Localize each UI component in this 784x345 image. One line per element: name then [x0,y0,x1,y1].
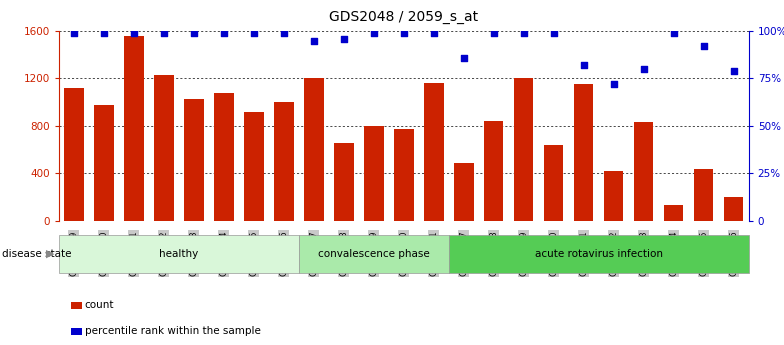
Bar [94,105,114,221]
Bar [514,79,533,221]
Point [368,30,380,36]
Bar [214,93,234,221]
Bar [154,75,173,221]
Text: acute rotavirus infection: acute rotavirus infection [535,249,662,258]
Text: disease state: disease state [2,249,71,258]
Bar [124,36,143,221]
Bar [64,88,84,221]
Point [517,30,530,36]
Bar [544,145,564,221]
Bar [574,85,593,221]
Point [67,30,80,36]
Bar [724,197,743,221]
Bar [244,112,263,221]
Bar [274,102,293,221]
Text: GDS2048 / 2059_s_at: GDS2048 / 2059_s_at [329,10,478,24]
Text: convalescence phase: convalescence phase [318,249,430,258]
Bar [694,169,713,221]
Point [608,81,620,87]
Bar [448,235,749,273]
Point [667,30,680,36]
Text: healthy: healthy [159,249,198,258]
Text: ▶: ▶ [45,249,54,258]
Point [698,43,710,49]
Point [128,30,140,36]
Point [427,30,440,36]
Bar [59,235,299,273]
Point [547,30,560,36]
Point [187,30,200,36]
Point [578,62,590,68]
Text: percentile rank within the sample: percentile rank within the sample [85,326,260,336]
Point [158,30,170,36]
Bar [184,99,204,221]
Point [248,30,260,36]
Point [278,30,290,36]
Point [307,38,320,43]
Bar [299,235,448,273]
Point [488,30,500,36]
Point [97,30,110,36]
Point [217,30,230,36]
Bar [634,122,654,221]
Bar [454,163,474,221]
Point [458,55,470,60]
Point [397,30,410,36]
Point [637,66,650,72]
Bar [664,205,684,221]
Bar [484,121,503,221]
Bar [334,142,354,221]
Point [728,68,740,74]
Point [337,36,350,41]
Bar [424,83,444,221]
Bar [304,79,324,221]
Bar [364,126,383,221]
Bar [394,129,413,221]
Bar [604,171,623,221]
Text: count: count [85,300,114,310]
